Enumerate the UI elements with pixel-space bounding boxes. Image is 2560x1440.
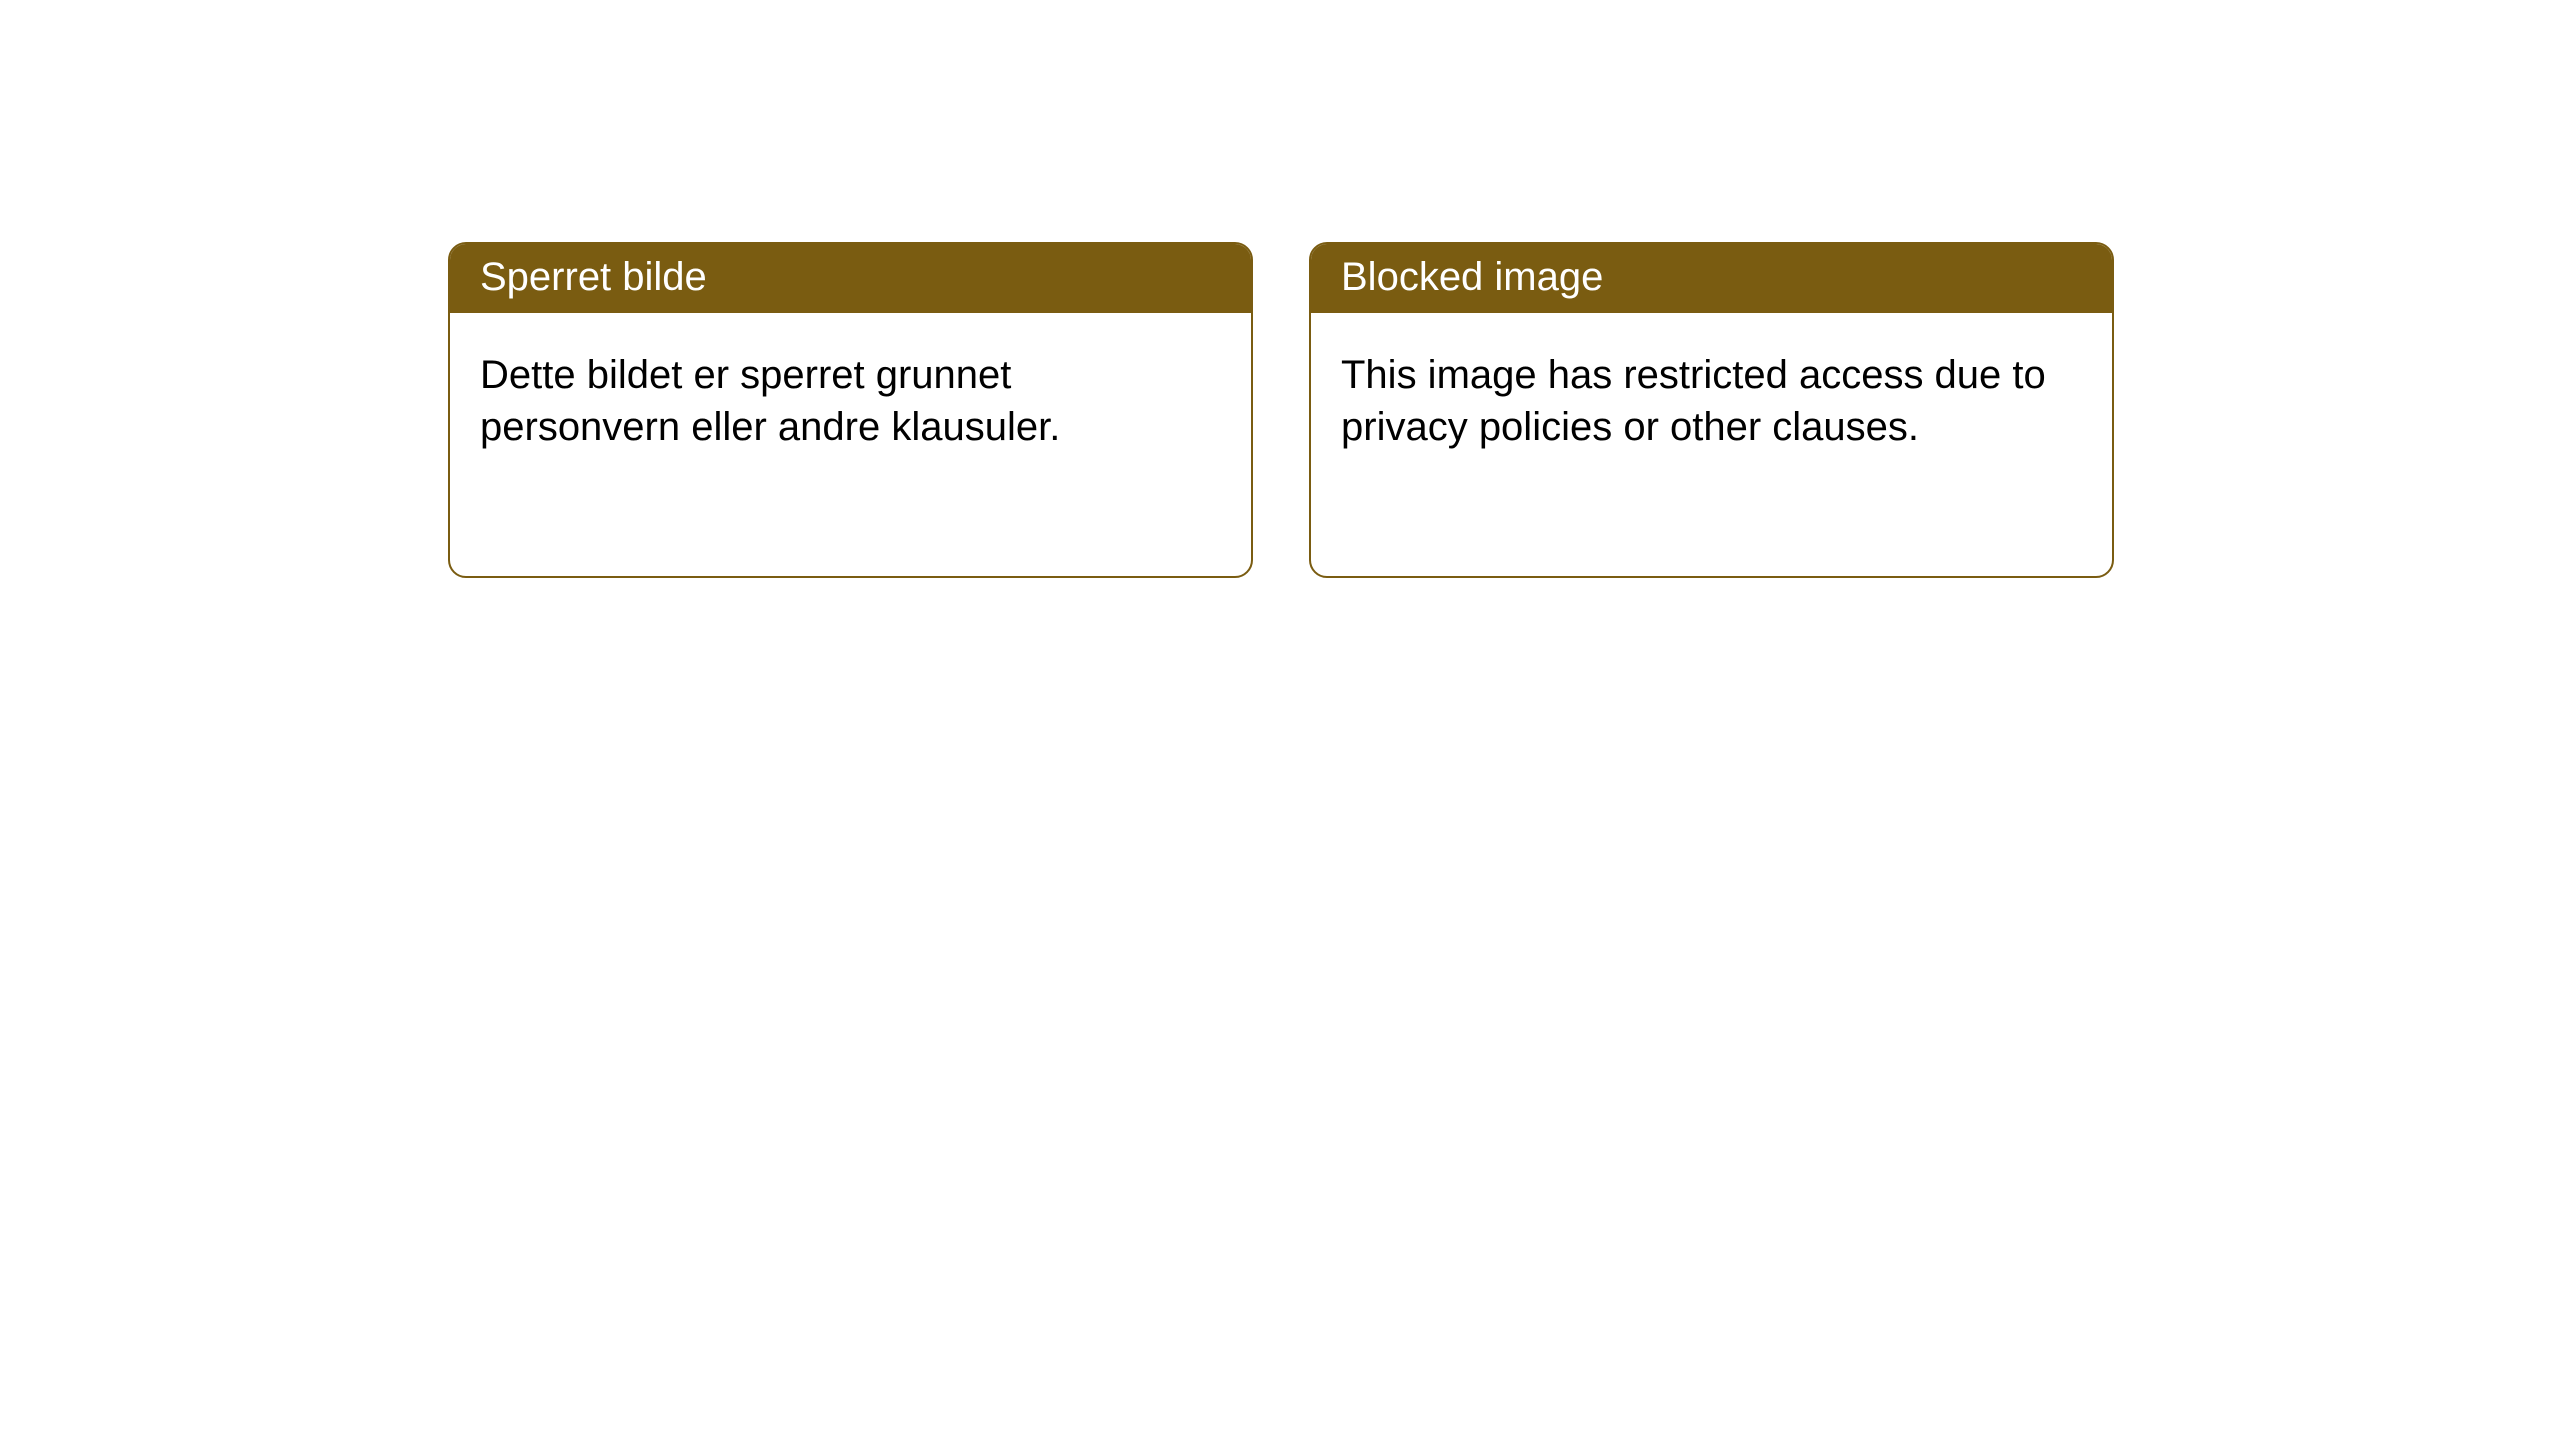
card-body: This image has restricted access due to …	[1311, 313, 2112, 473]
card-english: Blocked image This image has restricted …	[1309, 242, 2114, 578]
card-header: Sperret bilde	[450, 244, 1251, 313]
card-body-text: This image has restricted access due to …	[1341, 353, 2046, 449]
card-body: Dette bildet er sperret grunnet personve…	[450, 313, 1251, 473]
card-header: Blocked image	[1311, 244, 2112, 313]
card-body-text: Dette bildet er sperret grunnet personve…	[480, 353, 1060, 449]
card-header-label: Sperret bilde	[480, 255, 707, 299]
cards-container: Sperret bilde Dette bildet er sperret gr…	[0, 0, 2560, 578]
card-norwegian: Sperret bilde Dette bildet er sperret gr…	[448, 242, 1253, 578]
card-header-label: Blocked image	[1341, 255, 1603, 299]
